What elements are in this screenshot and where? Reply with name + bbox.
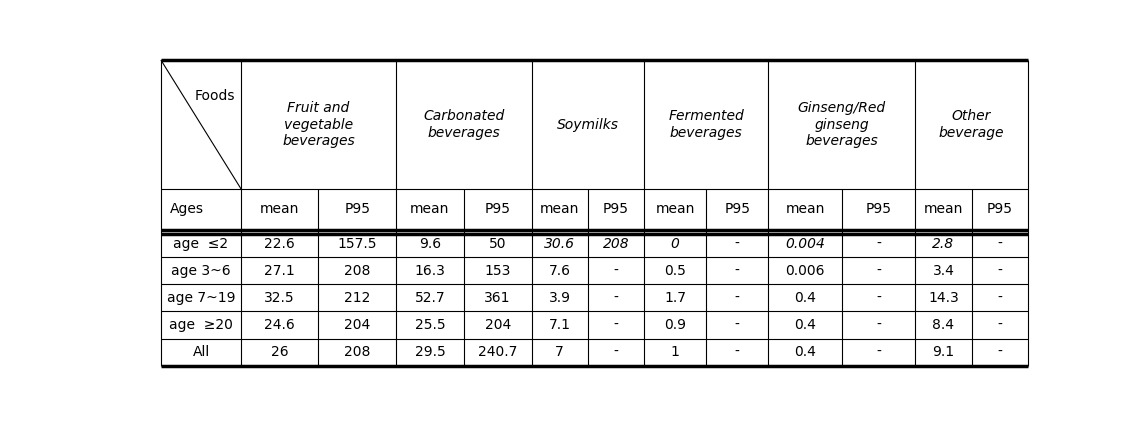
Text: 9.6: 9.6 <box>419 236 440 251</box>
Text: -: - <box>997 236 1002 251</box>
Text: 240.7: 240.7 <box>478 345 517 359</box>
Text: 208: 208 <box>344 345 370 359</box>
Text: 208: 208 <box>344 264 370 278</box>
Text: P95: P95 <box>603 202 629 216</box>
Text: -: - <box>735 236 740 251</box>
Text: 16.3: 16.3 <box>414 264 445 278</box>
Text: 208: 208 <box>602 236 630 251</box>
Text: -: - <box>614 318 618 332</box>
Text: age  ≥20: age ≥20 <box>169 318 233 332</box>
Text: mean: mean <box>655 202 695 216</box>
Text: -: - <box>876 236 881 251</box>
Text: 204: 204 <box>344 318 370 332</box>
Text: 24.6: 24.6 <box>264 318 295 332</box>
Text: 0.4: 0.4 <box>794 318 816 332</box>
Text: 52.7: 52.7 <box>414 291 445 305</box>
Text: 1: 1 <box>671 345 679 359</box>
Text: -: - <box>997 345 1002 359</box>
Text: -: - <box>876 318 881 332</box>
Text: 50: 50 <box>489 236 507 251</box>
Text: -: - <box>735 264 740 278</box>
Text: mean: mean <box>786 202 825 216</box>
Text: 153: 153 <box>484 264 510 278</box>
Text: age 3~6: age 3~6 <box>171 264 231 278</box>
Text: -: - <box>997 291 1002 305</box>
Text: P95: P95 <box>724 202 750 216</box>
Text: 204: 204 <box>484 318 510 332</box>
Text: Fermented
beverages: Fermented beverages <box>669 109 744 140</box>
Text: 0.9: 0.9 <box>664 318 686 332</box>
Text: -: - <box>876 264 881 278</box>
Text: -: - <box>997 318 1002 332</box>
Text: mean: mean <box>923 202 963 216</box>
Text: P95: P95 <box>344 202 370 216</box>
Text: -: - <box>614 264 618 278</box>
Text: 3.4: 3.4 <box>933 264 954 278</box>
Text: Carbonated
beverages: Carbonated beverages <box>423 109 505 140</box>
Text: 0.5: 0.5 <box>664 264 686 278</box>
Text: -: - <box>997 264 1002 278</box>
Text: -: - <box>614 345 618 359</box>
Text: 3.9: 3.9 <box>548 291 571 305</box>
Text: mean: mean <box>411 202 450 216</box>
Text: 29.5: 29.5 <box>414 345 445 359</box>
Text: 32.5: 32.5 <box>264 291 295 305</box>
Text: 22.6: 22.6 <box>264 236 295 251</box>
Text: 0.4: 0.4 <box>794 345 816 359</box>
Text: Ages: Ages <box>170 202 204 216</box>
Text: 30.6: 30.6 <box>544 236 575 251</box>
Text: P95: P95 <box>866 202 891 216</box>
Text: -: - <box>876 291 881 305</box>
Text: 0.4: 0.4 <box>794 291 816 305</box>
Text: -: - <box>876 345 881 359</box>
Text: -: - <box>735 291 740 305</box>
Text: -: - <box>614 291 618 305</box>
Text: 0.004: 0.004 <box>785 236 825 251</box>
Text: age 7~19: age 7~19 <box>166 291 235 305</box>
Text: 157.5: 157.5 <box>337 236 377 251</box>
Text: -: - <box>735 345 740 359</box>
Text: -: - <box>735 318 740 332</box>
Text: mean: mean <box>260 202 299 216</box>
Text: 7.1: 7.1 <box>548 318 571 332</box>
Text: All: All <box>193 345 210 359</box>
Text: 361: 361 <box>484 291 510 305</box>
Text: Soymilks: Soymilks <box>556 118 619 132</box>
Text: age  ≤2: age ≤2 <box>173 236 228 251</box>
Text: 27.1: 27.1 <box>264 264 295 278</box>
Text: 25.5: 25.5 <box>414 318 445 332</box>
Text: Other
beverage: Other beverage <box>938 109 1005 140</box>
Text: Fruit and
vegetable
beverages: Fruit and vegetable beverages <box>282 101 354 148</box>
Text: 7: 7 <box>555 345 564 359</box>
Text: 212: 212 <box>344 291 370 305</box>
Text: 7.6: 7.6 <box>548 264 571 278</box>
Text: 0.006: 0.006 <box>786 264 825 278</box>
Text: P95: P95 <box>485 202 510 216</box>
Text: Foods: Foods <box>195 89 235 103</box>
Text: 9.1: 9.1 <box>933 345 954 359</box>
Text: 0: 0 <box>671 236 679 251</box>
Text: Ginseng/Red
ginseng
beverages: Ginseng/Red ginseng beverages <box>797 101 885 148</box>
Text: P95: P95 <box>986 202 1013 216</box>
Text: mean: mean <box>540 202 579 216</box>
Text: 1.7: 1.7 <box>664 291 686 305</box>
Text: 26: 26 <box>271 345 289 359</box>
Text: 8.4: 8.4 <box>933 318 954 332</box>
Text: 14.3: 14.3 <box>928 291 959 305</box>
Text: 2.8: 2.8 <box>933 236 954 251</box>
